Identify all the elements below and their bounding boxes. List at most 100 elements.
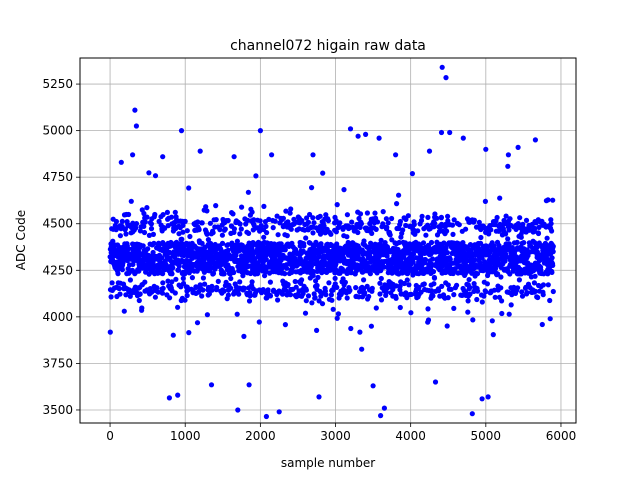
data-point [119, 218, 125, 224]
data-point [451, 217, 457, 223]
x-axis-label: sample number [281, 456, 375, 470]
plot-frame [79, 57, 577, 424]
data-point [221, 288, 227, 294]
data-point [466, 277, 472, 283]
data-point [133, 123, 139, 129]
data-point [310, 152, 316, 158]
data-point [387, 232, 393, 238]
y-tick-label: 5250 [42, 77, 73, 91]
data-point [148, 221, 154, 227]
data-point [301, 243, 307, 249]
data-point [184, 228, 190, 234]
data-point [495, 271, 501, 277]
data-point [204, 312, 210, 318]
data-point [444, 323, 450, 329]
data-point [160, 280, 166, 286]
data-point [532, 273, 538, 279]
data-point [257, 128, 263, 134]
data-point [503, 231, 509, 237]
data-point [123, 231, 129, 237]
data-point [288, 226, 294, 232]
data-point [275, 297, 281, 303]
data-point [319, 301, 326, 307]
data-point [460, 135, 466, 141]
data-point [355, 229, 361, 236]
data-point [393, 283, 399, 289]
data-point [389, 237, 395, 243]
data-point [263, 223, 269, 229]
data-point [408, 291, 414, 297]
data-point [221, 271, 227, 277]
data-point [137, 228, 143, 234]
data-point [369, 285, 375, 291]
data-point [283, 208, 289, 214]
data-point [521, 240, 527, 246]
data-point [299, 218, 305, 224]
data-point [210, 270, 217, 276]
data-point [430, 256, 436, 262]
data-point [194, 320, 201, 326]
data-point [293, 284, 299, 290]
data-point [142, 219, 148, 225]
data-point [180, 222, 186, 228]
data-point [548, 221, 554, 227]
data-point [536, 224, 542, 230]
data-point [494, 214, 500, 221]
data-point [373, 305, 379, 311]
data-point [141, 223, 147, 229]
data-point [503, 254, 509, 260]
data-point [204, 208, 210, 214]
data-point [372, 210, 378, 216]
data-point [262, 273, 268, 279]
data-point [128, 198, 134, 204]
data-point [462, 271, 468, 277]
data-point [160, 154, 166, 160]
data-point [170, 265, 176, 271]
data-point [164, 209, 170, 215]
data-point [476, 219, 482, 225]
data-point [136, 268, 142, 274]
data-point [288, 206, 294, 212]
data-point [428, 239, 435, 246]
data-point [125, 246, 132, 252]
data-point [381, 264, 387, 270]
data-point [176, 231, 182, 237]
data-point [368, 323, 374, 329]
data-point [432, 211, 438, 217]
data-point [302, 310, 309, 316]
data-point [276, 409, 282, 415]
data-point [264, 230, 270, 236]
data-point [314, 327, 320, 333]
data-point [410, 251, 417, 257]
data-point [544, 235, 550, 241]
data-point [443, 75, 449, 81]
data-point [239, 204, 245, 210]
data-point [397, 287, 403, 293]
data-point [146, 232, 152, 238]
data-point [141, 229, 148, 236]
data-point [200, 287, 206, 293]
data-point [378, 297, 385, 303]
data-point [447, 129, 453, 136]
data-point [225, 242, 231, 248]
data-point [199, 240, 205, 246]
data-point [150, 231, 156, 237]
data-point [249, 209, 255, 215]
data-point [328, 292, 334, 298]
data-point [199, 293, 205, 299]
data-point [445, 295, 451, 301]
data-point [169, 214, 175, 220]
data-point [341, 187, 347, 193]
data-point [498, 274, 504, 280]
data-point [380, 209, 386, 215]
data-point [550, 243, 556, 249]
data-point [545, 197, 551, 203]
data-point [126, 211, 132, 218]
data-point [146, 170, 152, 176]
data-point [261, 234, 267, 240]
y-axis-label: ADC Code [14, 210, 28, 270]
data-point [499, 298, 505, 304]
data-point [400, 227, 406, 233]
data-point [332, 275, 338, 281]
data-point [549, 228, 555, 234]
